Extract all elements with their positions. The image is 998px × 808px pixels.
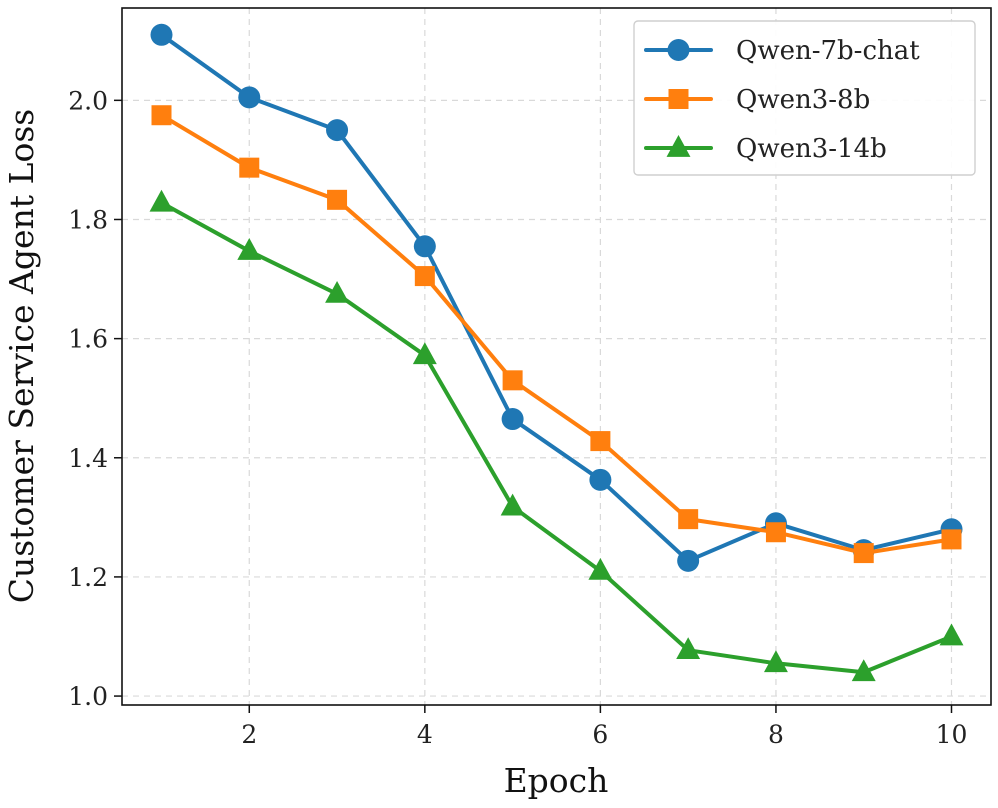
y-tick-label: 1.8 bbox=[68, 205, 108, 234]
legend-box bbox=[633, 20, 976, 176]
x-tick-label: 10 bbox=[936, 720, 968, 749]
data-point bbox=[326, 119, 349, 142]
x-tick-label: 8 bbox=[768, 720, 784, 749]
series-qwen3-8b bbox=[151, 105, 962, 564]
x-tick-label: 2 bbox=[241, 720, 257, 749]
data-point bbox=[413, 235, 436, 258]
data-series bbox=[149, 23, 964, 682]
data-point bbox=[851, 659, 876, 682]
y-tick-label: 1.0 bbox=[68, 682, 108, 711]
plot-frame bbox=[121, 7, 992, 706]
data-point bbox=[327, 189, 348, 210]
data-point bbox=[939, 623, 964, 646]
legend-label: Qwen-7b-chat bbox=[736, 36, 920, 66]
legend-marker bbox=[668, 89, 689, 109]
data-point bbox=[239, 157, 260, 178]
x-tick-label: 6 bbox=[592, 720, 608, 749]
series-qwen3-14b bbox=[149, 189, 964, 682]
legend-item: Qwen-7b-chat bbox=[644, 36, 920, 66]
x-tick-label: 4 bbox=[417, 720, 433, 749]
series-line bbox=[159, 200, 954, 675]
legend-label: Qwen3-14b bbox=[736, 134, 887, 164]
grid-lines bbox=[122, 8, 991, 705]
series-line bbox=[159, 32, 954, 563]
data-point bbox=[325, 280, 350, 303]
data-point bbox=[150, 23, 173, 46]
data-point bbox=[149, 189, 174, 212]
series-line bbox=[159, 113, 954, 556]
data-point bbox=[500, 493, 525, 516]
data-point bbox=[678, 509, 699, 530]
data-point bbox=[676, 637, 701, 660]
data-point bbox=[502, 370, 523, 391]
data-point bbox=[412, 342, 437, 365]
x-axis-label: Epoch bbox=[504, 761, 609, 800]
y-tick-label: 1.2 bbox=[68, 563, 108, 592]
data-point bbox=[765, 522, 786, 543]
data-point bbox=[941, 529, 962, 550]
data-point bbox=[414, 266, 435, 287]
data-point bbox=[853, 543, 874, 564]
data-point bbox=[589, 468, 612, 491]
y-tick-label: 1.6 bbox=[68, 325, 108, 354]
data-point bbox=[763, 650, 788, 673]
legend-item: Qwen3-14b bbox=[644, 134, 887, 164]
data-point bbox=[237, 238, 262, 260]
data-point bbox=[677, 549, 700, 572]
y-tick-label: 2.0 bbox=[68, 86, 108, 115]
y-tick-label: 1.4 bbox=[68, 444, 108, 473]
axis-ticks: 2 4 6 8 10 1.0 1.2 1.4 1.6 1.8 2.0 bbox=[68, 86, 967, 749]
data-point bbox=[588, 557, 613, 580]
legend-label: Qwen3-8b bbox=[736, 85, 870, 115]
legend-marker bbox=[667, 39, 690, 61]
y-axis-label: Customer Service Agent Loss bbox=[2, 109, 41, 603]
data-point bbox=[151, 105, 172, 126]
legend: Qwen-7b-chat Qwen3-8b Qwen3-14b bbox=[633, 20, 976, 176]
data-point bbox=[590, 431, 611, 452]
data-point bbox=[238, 86, 261, 109]
legend-item: Qwen3-8b bbox=[644, 85, 870, 115]
data-point bbox=[501, 408, 524, 431]
legend-marker bbox=[666, 135, 691, 157]
series-qwen-7b-chat bbox=[150, 23, 963, 572]
